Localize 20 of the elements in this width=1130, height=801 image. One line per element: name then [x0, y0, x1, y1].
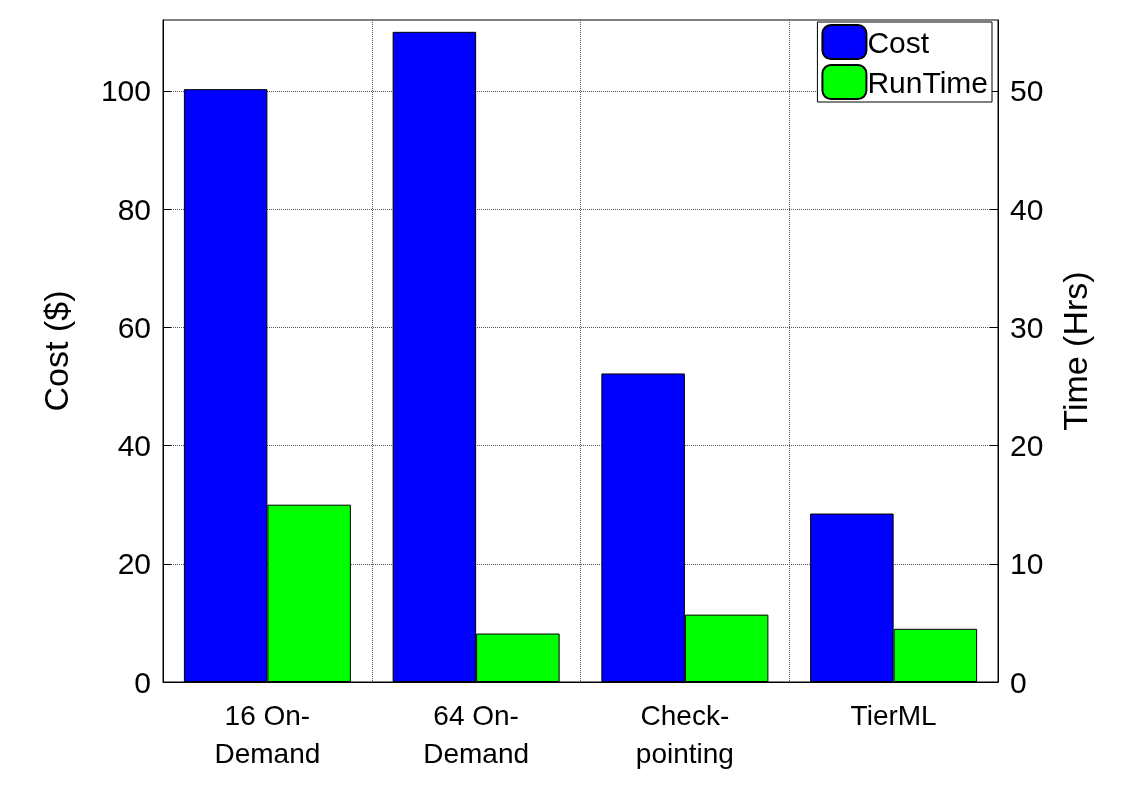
- y2-tick-label: 0: [1010, 665, 1027, 699]
- y2-axis-title: Time (Hrs): [1056, 271, 1094, 431]
- y2-tick-label: 50: [1010, 74, 1044, 108]
- y-tick-label: 80: [117, 192, 151, 226]
- y2-tick-label: 30: [1010, 310, 1044, 344]
- y-tick-label: 40: [117, 429, 151, 463]
- legend-label: RunTime: [867, 65, 989, 99]
- y2-tick-label: 10: [1010, 547, 1044, 581]
- y2-tick-label: 20: [1010, 429, 1044, 463]
- y-tick-label: 20: [117, 547, 151, 581]
- y-tick-label: 60: [117, 310, 151, 344]
- y2-tick-label: 40: [1010, 192, 1044, 226]
- x-tick-label: Check- pointing: [635, 699, 734, 769]
- x-tick-label: 64 On- Demand: [423, 699, 530, 769]
- y-tick-label: 0: [134, 665, 151, 699]
- y-axis-title: Cost ($): [37, 290, 75, 412]
- x-tick-label: 16 On- Demand: [214, 699, 321, 769]
- y-tick-label: 100: [100, 74, 151, 108]
- legend-label: Cost: [867, 25, 930, 59]
- x-tick-label: TierML: [850, 699, 937, 731]
